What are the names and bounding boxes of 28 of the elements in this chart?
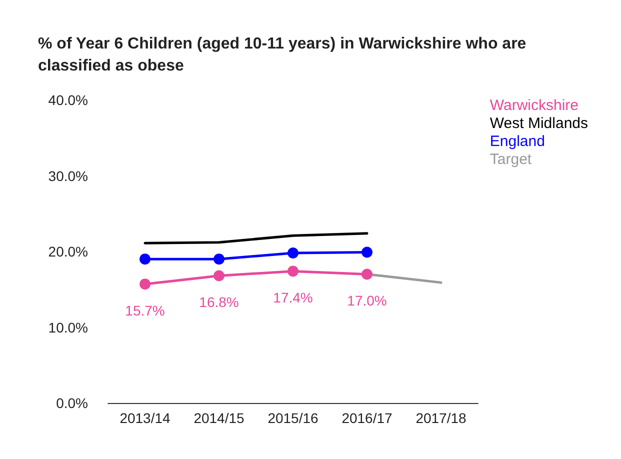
x-tick-label: 2016/17 — [342, 410, 393, 426]
data-label: 15.7% — [125, 302, 165, 319]
point — [140, 254, 150, 265]
y-tick-label: 20.0% — [48, 244, 88, 260]
y-tick-label: 10.0% — [48, 319, 88, 336]
data-label: 16.8% — [199, 294, 239, 310]
point — [288, 248, 298, 259]
y-tick-label: 30.0% — [48, 168, 88, 184]
text: Target — [490, 151, 532, 168]
data-label: 17.4% — [273, 290, 313, 306]
x-tick-label: 2015/16 — [268, 410, 319, 426]
text: England — [490, 133, 545, 150]
y-tick-label: 40.0% — [48, 92, 88, 108]
x-tick-label: 2017/18 — [416, 410, 467, 426]
text: Warwickshire — [490, 97, 579, 114]
x-tick-label: 2014/15 — [194, 410, 245, 426]
point — [214, 270, 224, 282]
point — [362, 246, 372, 258]
point — [214, 254, 224, 265]
chart-title: % of Year 6 Children (aged 10-11 years) in Warwickshire who are classified as obese — [38, 36, 531, 74]
line-series — [144, 232, 368, 244]
text: West Midlands — [490, 115, 588, 132]
point — [288, 266, 298, 277]
data-label: 17.0% — [347, 292, 387, 309]
point — [362, 268, 372, 280]
point — [140, 278, 150, 290]
x-tick-label: 2013/14 — [120, 410, 171, 426]
y-tick-label: 0.0% — [56, 395, 88, 411]
